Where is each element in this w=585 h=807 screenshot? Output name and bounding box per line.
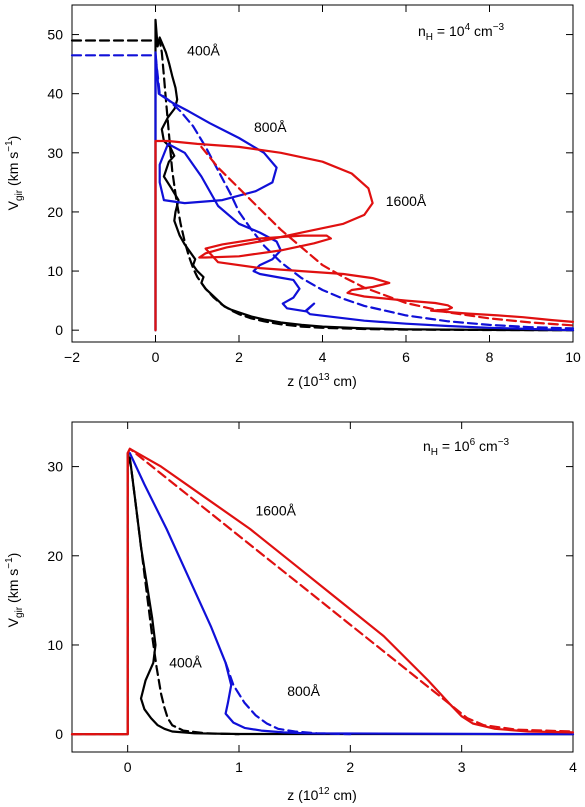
y-tick-label: 20: [47, 204, 63, 220]
x-tick-label: 1: [235, 759, 243, 775]
grid-ticks-bottom: 0 1 2 3 4 0 10 20 30: [47, 422, 577, 775]
y-tick-label: 50: [47, 27, 63, 43]
x-axis-label-bottom: z (1012 cm): [287, 786, 356, 803]
y-tick-label: 20: [47, 548, 63, 564]
y-axis-label-bottom: Vgir (km s−1): [4, 553, 25, 628]
y-axis-label-top: Vgir (km s−1): [4, 136, 25, 211]
series-blue-solid-2: [128, 452, 575, 736]
y-tick-label: 10: [47, 637, 63, 653]
series-black-dashed-1: [128, 456, 241, 736]
y-tick-label: 40: [47, 86, 63, 102]
wavelength-annotation: 1600Å: [386, 193, 427, 209]
wavelength-annotation: 800Å: [287, 683, 320, 699]
series-red-dashed-5: [200, 145, 575, 327]
series-black-dashed-1: [70, 39, 575, 332]
density-label-bottom: nH = 106 cm−3: [423, 437, 510, 458]
x-tick-label: 4: [569, 759, 577, 775]
series-blue-dashed-3: [70, 54, 575, 330]
series-black-solid-0: [70, 452, 575, 736]
series-red-solid-4: [154, 139, 575, 332]
density-label-top: nH = 104 cm−3: [418, 22, 505, 43]
series-red-dashed-5: [70, 447, 575, 736]
panel-bottom: 0 1 2 3 4 0 10 20 30 1600Å 400Å 800Å nH = 106 cm−3…: [4, 421, 577, 803]
wavelength-annotation: 800Å: [254, 119, 287, 135]
y-tick-label: 30: [47, 145, 63, 161]
x-tick-label: 4: [319, 349, 327, 365]
x-tick-label: 6: [402, 349, 410, 365]
x-tick-label: 2: [346, 759, 354, 775]
wavelength-annotation: 400Å: [169, 654, 202, 670]
x-tick-label: −2: [64, 349, 80, 365]
y-tick-label: 10: [47, 263, 63, 279]
x-tick-label: 0: [124, 759, 132, 775]
series-black-solid-0: [154, 18, 575, 332]
series-layer-bottom: 1600Å 400Å 800Å: [70, 447, 575, 736]
wavelength-annotation: 1600Å: [255, 503, 296, 519]
x-tick-label: 10: [565, 349, 581, 365]
series-blue-dashed-3: [224, 661, 352, 736]
plot-frame-bottom: [71, 421, 574, 753]
x-tick-label: 8: [486, 349, 494, 365]
x-tick-label: 0: [152, 349, 160, 365]
y-tick-label: 30: [47, 459, 63, 475]
wavelength-annotation: 400Å: [187, 42, 220, 58]
x-tick-label: 3: [458, 759, 466, 775]
x-axis-label-top: z (1013 cm): [287, 372, 356, 389]
y-tick-label: 0: [55, 726, 63, 742]
series-layer-top: 400Å 800Å 1600Å: [70, 18, 575, 332]
y-tick-label: 0: [55, 322, 63, 338]
x-tick-label: 2: [235, 349, 243, 365]
